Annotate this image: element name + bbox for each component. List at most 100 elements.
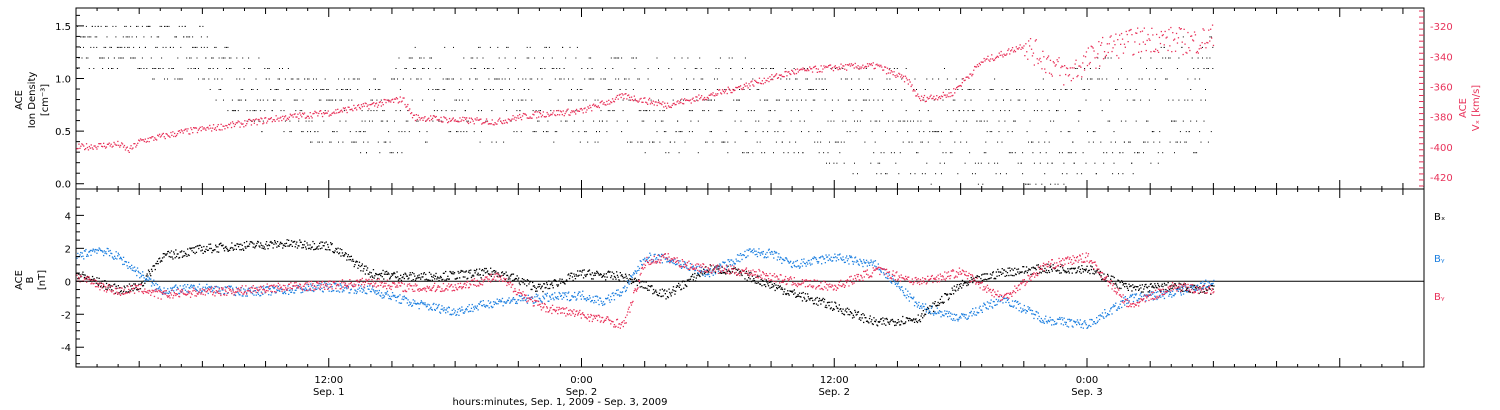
magnetic-field-point [802, 291, 804, 294]
magnetic-field-point [504, 273, 506, 275]
magnetic-field-point [815, 297, 817, 300]
magnetic-field-point [863, 314, 865, 316]
ion-density-point [974, 162, 976, 164]
magnetic-field-point [673, 290, 675, 292]
vx-point [448, 121, 450, 123]
ion-density-point [190, 68, 192, 69]
vx-point [119, 146, 121, 148]
magnetic-field-point [83, 276, 86, 279]
vx-point [543, 116, 545, 118]
vx-point [886, 67, 889, 69]
ion-density-point [724, 141, 726, 143]
vx-point [798, 69, 800, 71]
magnetic-field-point [1121, 280, 1123, 282]
ion-density-point [296, 78, 298, 80]
vx-point [254, 119, 256, 121]
magnetic-field-point [329, 283, 331, 285]
magnetic-field-point [439, 275, 442, 278]
vx-point [774, 75, 776, 77]
magnetic-field-point [144, 280, 146, 282]
magnetic-field-point [873, 317, 875, 319]
magnetic-field-point [836, 307, 838, 309]
ion-density-point [298, 78, 300, 80]
magnetic-field-point [518, 282, 520, 284]
vx-point [696, 96, 698, 98]
ion-density-point [600, 110, 602, 112]
vx-point [988, 59, 990, 61]
vx-point [750, 81, 752, 83]
magnetic-field-point [1070, 268, 1072, 270]
vx-point [334, 112, 336, 115]
magnetic-field-point [297, 245, 299, 247]
vx-point [592, 104, 594, 106]
magnetic-field-point [973, 279, 975, 281]
magnetic-field-point [225, 287, 227, 289]
magnetic-field-point [916, 320, 918, 322]
ion-density-point [1153, 141, 1155, 143]
magnetic-field-point [170, 287, 172, 289]
magnetic-field-point [1119, 281, 1121, 284]
vx-point [414, 119, 417, 122]
ion-density-point [152, 68, 154, 69]
ion-density-point [130, 25, 132, 27]
ion-density-point [992, 89, 994, 90]
magnetic-field-point [927, 308, 930, 310]
magnetic-field-point [428, 279, 430, 281]
ion-density-point [688, 131, 690, 133]
magnetic-field-point [1061, 264, 1063, 266]
ion-density-point [1053, 120, 1055, 122]
ion-density-point [893, 68, 895, 69]
magnetic-field-point [379, 273, 381, 275]
magnetic-field-point [1154, 283, 1156, 285]
ion-density-point [1017, 162, 1019, 164]
magnetic-field-point [986, 279, 988, 281]
magnetic-field-point [260, 244, 262, 246]
vx-point [1125, 30, 1127, 33]
magnetic-field-point [946, 294, 948, 296]
magnetic-field-point [189, 247, 191, 249]
magnetic-field-point [1169, 285, 1171, 287]
magnetic-field-point [321, 241, 324, 243]
ion-density-point [161, 25, 163, 27]
magnetic-field-point [108, 255, 111, 257]
vx-point [1002, 56, 1004, 58]
ion-density-point [279, 68, 280, 69]
vx-point [1000, 50, 1002, 53]
magnetic-field-point [434, 278, 436, 280]
magnetic-field-point [592, 278, 594, 280]
ion-density-point [501, 89, 503, 90]
vx-point [459, 117, 461, 119]
magnetic-field-point [740, 273, 742, 275]
ion-density-point [977, 183, 979, 185]
vx-point [263, 122, 265, 124]
vx-point [780, 74, 782, 76]
magnetic-field-point [212, 250, 215, 252]
ion-density-point [369, 120, 370, 122]
ion-density-point [814, 99, 816, 101]
magnetic-field-point [694, 272, 696, 275]
ion-density-point [198, 78, 199, 80]
magnetic-field-point [405, 275, 408, 277]
vx-point [1025, 43, 1027, 45]
magnetic-field-point [493, 270, 495, 272]
magnetic-field-point [223, 292, 226, 295]
magnetic-field-point [999, 271, 1001, 273]
magnetic-field-point [173, 286, 175, 288]
magnetic-field-point [800, 296, 802, 298]
ion-density-point [621, 57, 623, 59]
ion-density-point [1038, 141, 1040, 143]
vx-point [629, 96, 631, 99]
magnetic-field-point [826, 306, 828, 309]
magnetic-field-point [195, 246, 197, 248]
magnetic-field-point [261, 247, 263, 249]
magnetic-field-point [391, 292, 394, 294]
vx-point [155, 138, 157, 140]
magnetic-field-point [844, 310, 846, 312]
magnetic-field-point [1175, 285, 1177, 287]
ion-density-point [901, 99, 903, 101]
ion-density-point [700, 68, 702, 69]
vx-point [498, 118, 500, 121]
magnetic-field-point [1149, 283, 1152, 285]
magnetic-field-point [270, 294, 272, 296]
vx-point [226, 125, 228, 127]
